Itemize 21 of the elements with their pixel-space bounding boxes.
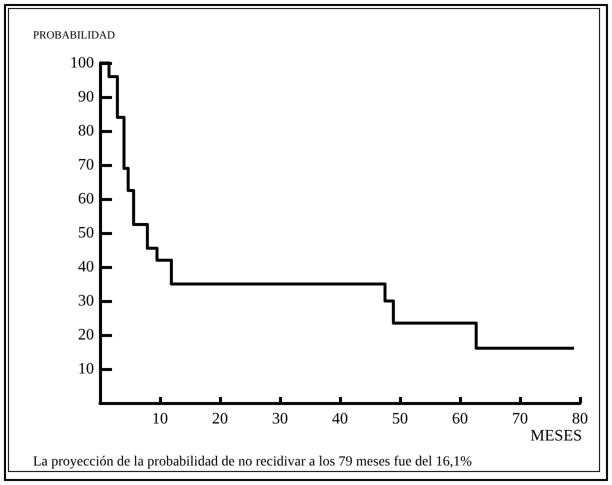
y-tick-label: 100 xyxy=(70,54,94,72)
y-tick-label: 60 xyxy=(78,190,94,208)
x-tick-label: 60 xyxy=(452,410,468,428)
y-tick-label: 30 xyxy=(78,292,94,310)
y-tick-label: 20 xyxy=(78,326,94,344)
x-axis-title: MESES xyxy=(530,428,582,444)
y-tick-label: 10 xyxy=(78,360,94,378)
y-axis-title: PROBABILIDAD xyxy=(33,30,115,42)
y-tick-label: 40 xyxy=(78,258,94,276)
x-tick-label: 80 xyxy=(572,410,588,428)
x-tick-label: 30 xyxy=(272,410,288,428)
y-tick-label: 70 xyxy=(78,156,94,174)
x-tick-label: 10 xyxy=(152,410,168,428)
x-tick-label: 50 xyxy=(392,410,408,428)
y-tick-label: 80 xyxy=(78,122,94,140)
x-tick-label: 40 xyxy=(332,410,348,428)
y-tick-label: 90 xyxy=(78,88,94,106)
x-tick-label: 20 xyxy=(212,410,228,428)
text: La proyección de la probabilidad de no recidivar a los 79 meses fue del 16,1% xyxy=(33,454,472,470)
x-tick-label: 70 xyxy=(512,410,528,428)
y-tick-label: 50 xyxy=(78,224,94,242)
